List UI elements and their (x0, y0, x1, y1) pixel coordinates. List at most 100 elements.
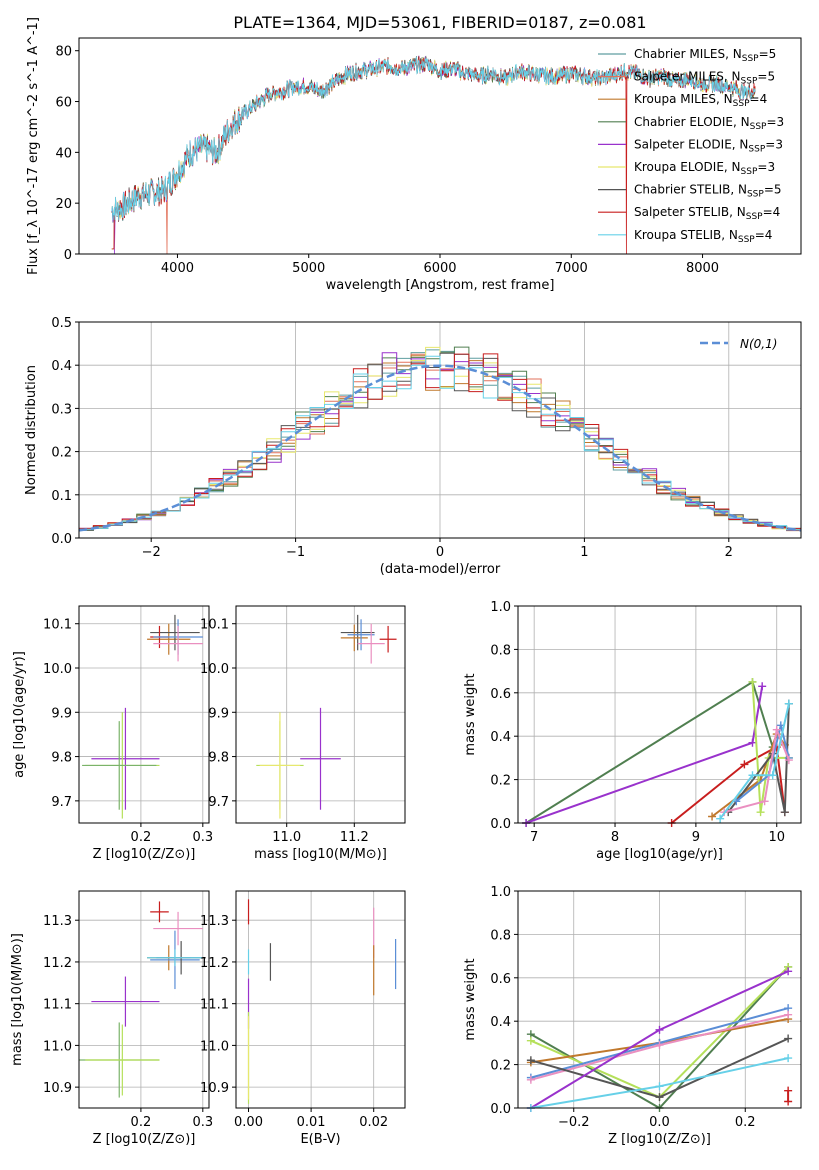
y-tick-label: 10.1 (43, 618, 72, 633)
data-point-marker (756, 808, 765, 817)
axes-frame (78, 321, 802, 539)
legend-entry: Chabrier STELIB, NSSP=5 (634, 183, 782, 200)
series-line (525, 686, 764, 823)
axes-frame (78, 37, 802, 255)
y-tick-label: 9.9 (51, 706, 72, 721)
y-tick-label: 0.2 (490, 774, 511, 789)
y-tick-label: 40 (55, 146, 72, 161)
data-point-marker (768, 771, 777, 780)
data-point-marker (784, 1034, 793, 1043)
x-tick-label: 4000 (161, 261, 194, 276)
x-tick-label: 0.2 (735, 1115, 756, 1130)
axes-frame (235, 890, 406, 1109)
y-tick-label: 11.0 (200, 1039, 229, 1054)
data-point-marker (784, 756, 793, 765)
legend-entry: Salpeter MILES, NSSP=5 (634, 70, 775, 87)
x-tick-label: 5000 (292, 261, 325, 276)
x-tick-label: 9 (692, 830, 700, 845)
x-tick-label: 6000 (423, 261, 456, 276)
legend-entry: Kroupa ELODIE, NSSP=3 (634, 160, 775, 177)
y-tick-label: 60 (55, 96, 72, 111)
y-tick-label: 0.0 (490, 817, 511, 832)
data-point-marker (526, 1056, 535, 1065)
series-line (735, 725, 790, 803)
data-point-marker (748, 771, 757, 780)
x-tick-label: 2 (725, 545, 733, 560)
y-tick-label: 11.3 (200, 914, 229, 929)
data-point-marker (655, 1041, 664, 1050)
data-point-marker (784, 1010, 793, 1019)
panel-residual-histogram: −2 −1 0 1 2 0.0 0.1 0.2 0.3 0.4 0.5 N(0,1) (data-mod… (24, 316, 802, 577)
y-axis-label: Flux [f_λ 10^-17 erg cm^-2 s^-1 A^-1] (26, 17, 41, 275)
panel-mass-vs-EBV: 0.00 0.01 0.02 10.9 11.0 11.1 11.2 11.3 E(B-V) (200, 890, 406, 1147)
x-tick-label: 11.0 (272, 830, 301, 845)
y-tick-label: 0.2 (51, 446, 72, 461)
data-point-marker (784, 1086, 793, 1095)
axes-frame (235, 605, 406, 824)
y-tick-label: 0.0 (51, 532, 72, 547)
axes-frame (78, 605, 210, 824)
panel-massweight-vs-age: 7 8 9 10 0.0 0.2 0.4 0.6 0.8 1.0 age [log10(age/yr… (463, 600, 802, 862)
y-tick-label: 11.2 (200, 956, 229, 971)
data-point-marker (748, 677, 757, 686)
x-tick-label: −0.2 (558, 1115, 590, 1130)
x-axis-label: E(B-V) (300, 1132, 340, 1147)
x-axis-label: Z [log10(Z/Z⊙)] (608, 1132, 711, 1147)
data-point-marker (780, 808, 789, 817)
y-tick-label: 11.2 (43, 956, 72, 971)
y-axis-label: mass [log10(M/M⊙)] (10, 933, 25, 1066)
legend-entry: Chabrier MILES, NSSP=5 (634, 47, 776, 64)
y-axis-label: mass weight (463, 673, 478, 755)
data-point-marker (784, 1054, 793, 1063)
x-axis-label: mass [log10(M/M⊙)] (254, 847, 387, 862)
axes-frame (517, 890, 802, 1109)
x-tick-label: 0.00 (234, 1115, 263, 1130)
panel-age-vs-Z: 0.2 0.3 9.7 9.8 9.9 10.0 10.1 Z [log10(Z/Z⊙)] ag… (12, 605, 213, 862)
y-tick-label: 20 (55, 197, 72, 212)
y-axis-label: age [log10(age/yr)] (12, 651, 27, 778)
panel-massweight-vs-Z: −0.2 0.0 0.2 0.0 0.2 0.4 0.6 0.8 1.0 Z [log10(Z/Z… (463, 885, 802, 1147)
x-tick-label: 11.2 (340, 830, 369, 845)
x-tick-label: 0.3 (192, 830, 213, 845)
series-line (723, 726, 790, 814)
legend-entry: Salpeter STELIB, NSSP=4 (634, 205, 780, 222)
data-point-marker (655, 1093, 664, 1102)
data-point-marker (526, 1036, 535, 1045)
figure-title: PLATE=1364, MJD=53061, FIBERID=0187, z=0… (233, 13, 646, 32)
series-line (719, 703, 790, 820)
y-tick-label: 80 (55, 45, 72, 60)
data-point-marker (655, 1025, 664, 1034)
x-axis-label: (data-model)/error (380, 562, 501, 577)
y-tick-label: 10.1 (200, 618, 229, 633)
spectrum-series-line (111, 56, 756, 254)
x-tick-label: 8000 (686, 261, 719, 276)
y-tick-label: 0.8 (490, 643, 511, 658)
y-tick-label: 11.1 (200, 998, 229, 1013)
data-point-marker (784, 699, 793, 708)
y-tick-label: 10.0 (200, 662, 229, 677)
y-tick-label: 0.6 (490, 687, 511, 702)
data-point-marker (758, 682, 767, 691)
x-axis-label: Z [log10(Z/Z⊙)] (93, 1132, 196, 1147)
y-tick-label: 0.0 (490, 1102, 511, 1117)
y-tick-label: 0.4 (490, 1015, 511, 1030)
x-tick-label: 0.01 (297, 1115, 326, 1130)
y-tick-label: 10.9 (200, 1081, 229, 1096)
x-tick-label: 0.2 (131, 830, 152, 845)
y-tick-label: 10.9 (43, 1081, 72, 1096)
y-tick-label: 10.0 (43, 662, 72, 677)
x-axis-label: wavelength [Angstrom, rest frame] (326, 278, 555, 293)
x-tick-label: 8 (611, 830, 619, 845)
spectrum-series-line (111, 56, 756, 221)
y-tick-label: 11.0 (43, 1039, 72, 1054)
y-tick-label: 0.3 (51, 402, 72, 417)
data-point-marker (748, 738, 757, 747)
x-tick-label: 0.02 (359, 1115, 388, 1130)
y-tick-label: 9.8 (208, 751, 229, 766)
data-point-marker (772, 725, 781, 734)
y-tick-label: 0.8 (490, 928, 511, 943)
legend-entry: Salpeter ELODIE, NSSP=3 (634, 137, 783, 154)
y-tick-label: 0.1 (51, 489, 72, 504)
y-axis-label: Normed distribution (24, 365, 39, 495)
x-tick-label: 7 (530, 830, 538, 845)
